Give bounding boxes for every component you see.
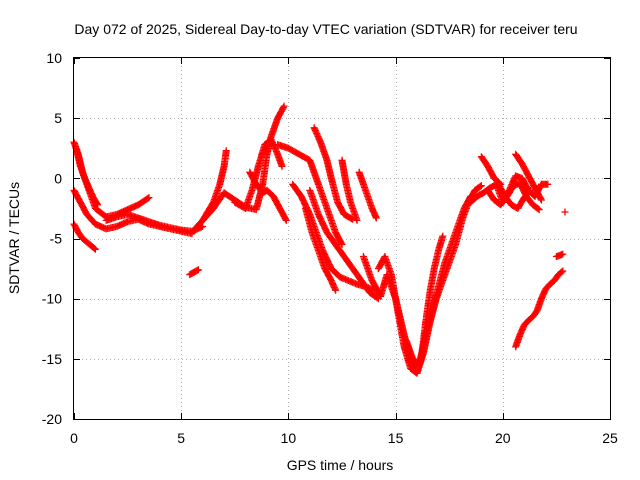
data-point [337, 239, 345, 247]
data-point [558, 268, 566, 276]
x-tick-label: 15 [388, 430, 404, 446]
grid-lines [74, 58, 610, 419]
data-point [145, 194, 153, 202]
data-point [91, 245, 99, 253]
data-points [70, 102, 569, 377]
series-track-m [310, 124, 357, 223]
series-track-q [355, 168, 380, 222]
y-tick-label: 0 [54, 170, 62, 186]
series-track-z [512, 150, 545, 204]
data-point [144, 194, 152, 202]
series-track-j [246, 168, 290, 224]
x-tick-label: 0 [70, 430, 78, 446]
data-point [561, 208, 569, 216]
y-tick-label: 5 [54, 110, 62, 126]
series-track-i [231, 136, 286, 212]
series-track-o [302, 204, 340, 294]
x-tick-label: 20 [495, 430, 511, 446]
data-point [559, 267, 567, 275]
data-point [338, 241, 346, 248]
series-track-u [417, 232, 447, 363]
chart-title: Day 072 of 2025, Sidereal Day-to-day VTE… [74, 21, 577, 37]
data-point [282, 216, 290, 224]
data-point [537, 196, 545, 204]
data-point [537, 195, 545, 203]
data-point [535, 206, 543, 214]
y-tick-label: -10 [42, 291, 62, 307]
data-point [93, 200, 101, 208]
data-point [222, 147, 230, 155]
data-point [90, 244, 98, 252]
series-track-n [306, 186, 382, 303]
data-point [280, 102, 288, 110]
series-track-p [338, 156, 361, 224]
y-tick-label: 10 [46, 50, 62, 66]
data-point [534, 205, 542, 213]
data-point [544, 180, 552, 188]
data-point [526, 187, 534, 195]
data-point [439, 232, 447, 240]
series-track-f [186, 266, 202, 279]
data-point [496, 179, 504, 187]
data-point [477, 182, 485, 190]
data-point [467, 192, 475, 200]
data-point [353, 216, 361, 224]
data-point [497, 180, 505, 188]
data-point [282, 215, 289, 223]
y-tick-label: -5 [50, 231, 63, 247]
series-track-y [477, 153, 505, 188]
data-point [279, 104, 287, 111]
data-point [559, 250, 567, 258]
data-point [372, 214, 380, 222]
x-tick-label: 5 [177, 430, 185, 446]
x-tick-label: 25 [602, 430, 618, 446]
series-track-c [70, 220, 99, 253]
series-track-k [274, 141, 346, 248]
x-tick-label: 10 [281, 430, 297, 446]
series-track-ab [552, 250, 567, 260]
axis-ticks: 0 5 10 15 20 25 -20 -15 -10 -5 0 5 10 [42, 50, 618, 446]
data-point [332, 286, 340, 294]
plot-frame [73, 57, 611, 420]
series-track-ac [561, 208, 569, 216]
series-track-x [495, 180, 535, 212]
data-point [94, 201, 102, 209]
data-point [273, 149, 281, 157]
y-axis-label: SDTVAR / TECUs [6, 182, 22, 294]
y-tick-label: -15 [42, 351, 62, 367]
data-point [278, 162, 286, 170]
data-point [476, 182, 484, 190]
data-point [194, 266, 202, 274]
series-track-t [402, 192, 475, 369]
y-tick-label: -20 [42, 411, 62, 427]
series-track-aa [512, 267, 567, 351]
x-axis-label: GPS time / hours [287, 457, 394, 473]
